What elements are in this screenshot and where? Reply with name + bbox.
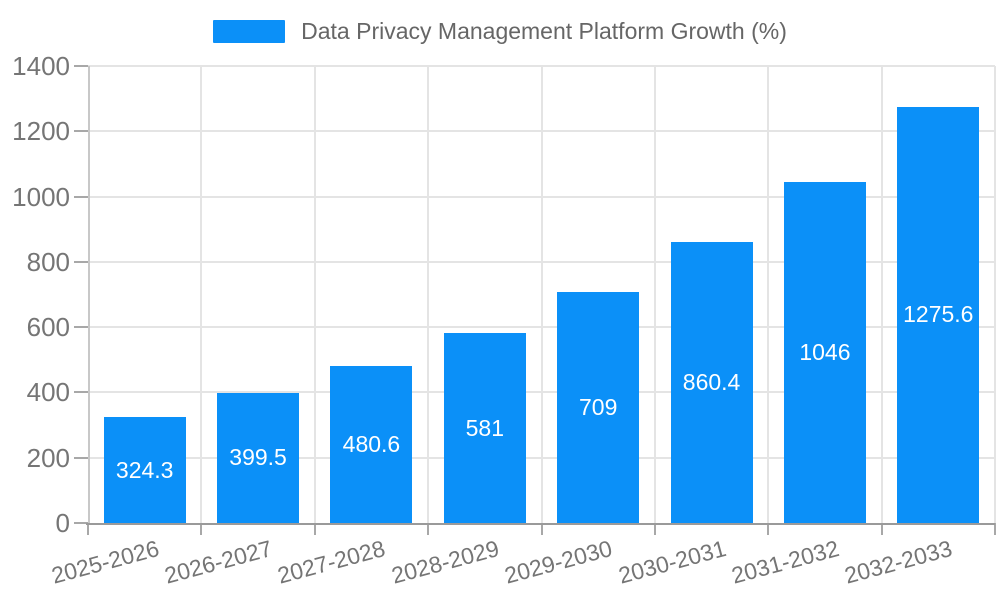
y-axis-tick xyxy=(74,65,88,67)
y-axis-tick-label: 1400 xyxy=(12,51,70,81)
x-axis-tick xyxy=(427,523,430,535)
x-axis-tick xyxy=(767,523,770,535)
x-axis-tick xyxy=(87,523,89,535)
y-axis-tick-label: 0 xyxy=(55,508,70,538)
bar-value-label: 480.6 xyxy=(342,431,401,458)
x-axis-category-label: 2031-2032 xyxy=(728,535,842,589)
bar: 581 xyxy=(443,333,526,523)
y-axis-tick-label: 1200 xyxy=(12,116,70,147)
vertical-gridline xyxy=(427,66,430,523)
vertical-gridline xyxy=(200,66,203,523)
vertical-gridline xyxy=(767,66,770,523)
y-axis-tick xyxy=(74,260,88,263)
y-axis-tick-label: 1000 xyxy=(12,181,70,212)
x-axis-category-label: 2029-2030 xyxy=(501,535,615,589)
vertical-gridline xyxy=(540,66,543,523)
bar-value-label: 324.3 xyxy=(115,456,174,483)
y-axis-tick-label: 600 xyxy=(26,312,70,343)
vertical-gridline xyxy=(313,66,316,523)
bar: 1275.6 xyxy=(897,106,980,523)
x-axis-tick xyxy=(540,523,543,535)
bar-value-label: 1275.6 xyxy=(903,301,974,328)
legend: Data Privacy Management Platform Growth … xyxy=(0,18,1000,45)
vertical-gridline xyxy=(653,66,656,523)
y-axis-tick xyxy=(74,130,88,133)
x-axis-line xyxy=(86,523,995,525)
x-axis-category-label: 2032-2033 xyxy=(842,535,956,589)
bar: 1046 xyxy=(783,181,866,523)
x-axis-tick xyxy=(994,523,996,535)
legend-label[interactable]: Data Privacy Management Platform Growth … xyxy=(301,18,787,44)
x-axis-category-label: 2025-2026 xyxy=(48,535,162,589)
y-axis-tick-label: 800 xyxy=(26,246,70,277)
x-axis-category-label: 2026-2027 xyxy=(161,535,275,589)
y-axis-tick xyxy=(74,456,88,459)
y-axis-tick-label: 200 xyxy=(26,442,70,473)
bar: 860.4 xyxy=(670,242,753,523)
vertical-gridline xyxy=(994,66,996,523)
x-axis-category-label: 2028-2029 xyxy=(388,535,502,589)
x-axis-tick xyxy=(653,523,656,535)
y-axis-line xyxy=(88,66,90,523)
y-axis-tick xyxy=(74,522,88,524)
x-axis-category-label: 2027-2028 xyxy=(275,535,389,589)
bar: 480.6 xyxy=(330,366,413,523)
y-axis-tick xyxy=(74,391,88,394)
bar-value-label: 709 xyxy=(579,393,618,420)
vertical-gridline xyxy=(880,66,883,523)
plot-area: 0 200 400 600 800 1000 1200 1400 324.3 399.5 480.6… xyxy=(12,51,996,589)
bar: 324.3 xyxy=(103,417,186,523)
bar-value-label: 399.5 xyxy=(229,444,287,471)
legend-swatch-icon[interactable] xyxy=(213,20,286,43)
x-axis-category-label: 2030-2031 xyxy=(615,535,729,589)
x-axis-tick xyxy=(880,523,883,535)
bar: 709 xyxy=(557,291,640,523)
x-axis-tick xyxy=(200,523,203,535)
y-axis-tick xyxy=(74,326,88,329)
bar-value-label: 860.4 xyxy=(682,369,741,396)
y-axis-tick-label: 400 xyxy=(26,377,70,408)
bar: 399.5 xyxy=(217,392,300,523)
bar-value-label: 1046 xyxy=(799,338,851,365)
bar-value-label: 581 xyxy=(465,414,504,441)
x-axis-tick xyxy=(313,523,316,535)
y-axis-tick xyxy=(74,195,88,198)
